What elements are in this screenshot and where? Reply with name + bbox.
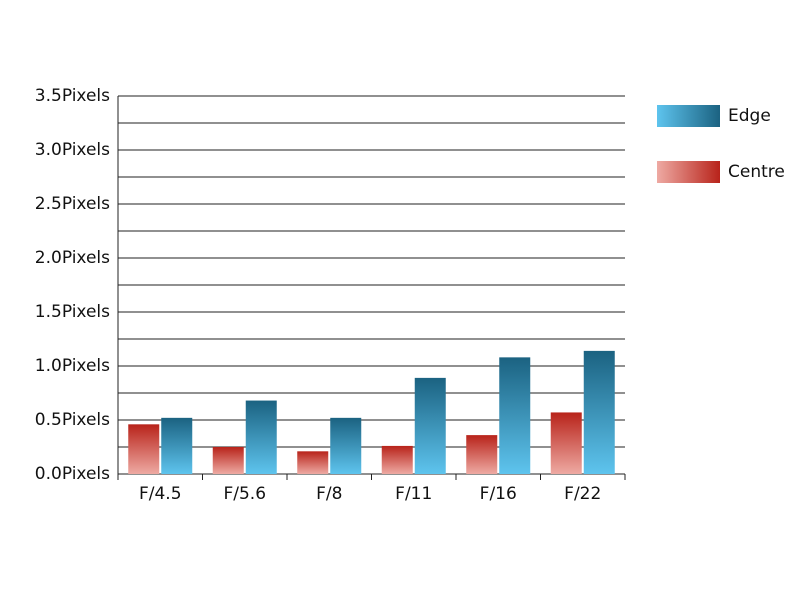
legend-label: Centre <box>728 162 785 182</box>
bar <box>212 447 244 474</box>
legend-swatch <box>657 105 720 127</box>
y-tick-label: 3.5Pixels <box>35 86 110 106</box>
y-tick-label: 0.0Pixels <box>35 464 110 484</box>
legend-label: Edge <box>728 106 771 126</box>
bar <box>499 357 531 474</box>
bar <box>297 451 329 474</box>
y-tick-label: 0.5Pixels <box>35 410 110 430</box>
bar <box>381 445 413 474</box>
y-tick-label: 1.0Pixels <box>35 356 110 376</box>
x-tick-label: F/16 <box>480 484 517 504</box>
bar <box>330 417 362 474</box>
bar <box>128 424 160 474</box>
y-tick-label: 1.5Pixels <box>35 302 110 322</box>
y-tick-label: 3.0Pixels <box>35 140 110 160</box>
y-tick-label: 2.5Pixels <box>35 194 110 214</box>
bar <box>161 417 193 474</box>
bar <box>245 400 277 474</box>
x-tick-label: F/8 <box>316 484 342 504</box>
x-tick-label: F/4.5 <box>139 484 182 504</box>
bar <box>414 377 446 474</box>
bar <box>466 435 498 474</box>
bar <box>583 350 615 474</box>
y-tick-label: 2.0Pixels <box>35 248 110 268</box>
bar <box>550 412 582 474</box>
x-tick-label: F/22 <box>564 484 601 504</box>
x-tick-label: F/5.6 <box>223 484 266 504</box>
legend-swatch <box>657 161 720 183</box>
x-tick-label: F/11 <box>395 484 432 504</box>
